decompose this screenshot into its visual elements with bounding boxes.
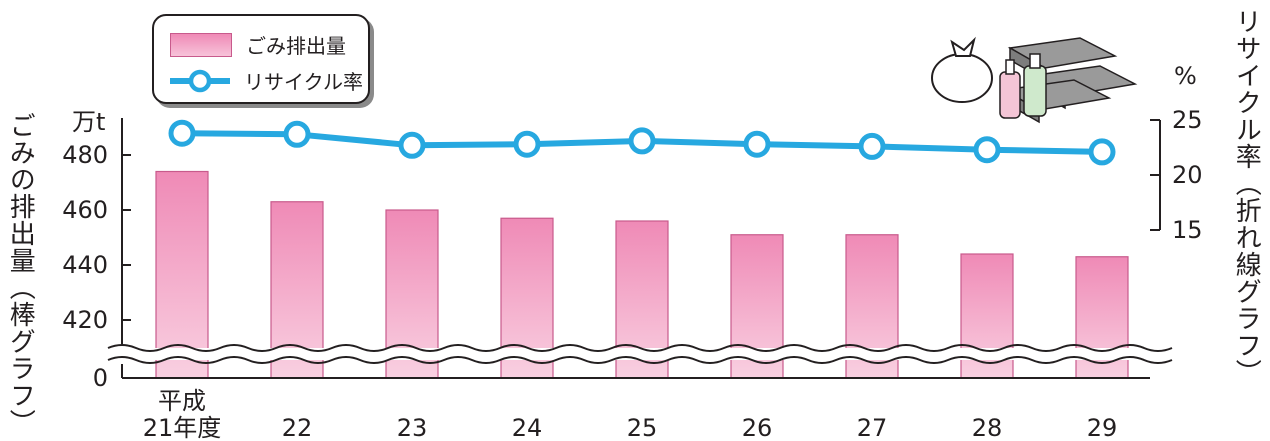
line-point xyxy=(743,130,771,158)
x-tick-label: 平成 xyxy=(158,387,206,415)
x-tick-label: 24 xyxy=(512,414,543,441)
bag-knot xyxy=(950,36,976,57)
left-tick-label: 420 xyxy=(62,306,108,334)
left-tick-label: 440 xyxy=(62,251,108,279)
break-line-bottom xyxy=(107,356,1173,364)
legend: ごみ排出量 リサイクル率 xyxy=(152,14,370,104)
right-axis-label: リサイクル率（折れ線グラフ） xyxy=(1231,8,1262,386)
line-point xyxy=(513,130,541,158)
legend-item-bars: ごみ排出量 xyxy=(170,30,346,59)
axis-break xyxy=(107,344,1173,364)
legend-label-bar: ごみ排出量 xyxy=(246,34,346,58)
legend-item-line: リサイクル率 xyxy=(170,66,363,95)
right-tick-label: 15 xyxy=(1172,216,1203,244)
bottle-green xyxy=(1023,65,1047,117)
recyclable-trash-icon xyxy=(931,36,1138,124)
right-tick-label: 25 xyxy=(1172,106,1203,134)
legend-swatch-line xyxy=(170,69,230,92)
left-axis-label: ごみの排出量（棒グラフ） xyxy=(5,112,36,436)
left-tick-label: 480 xyxy=(62,141,108,169)
break-line-top xyxy=(107,344,1173,352)
line-point xyxy=(858,132,886,160)
line-point xyxy=(168,119,196,147)
legend-swatch-bar xyxy=(170,32,232,57)
bottle-neck xyxy=(1005,59,1015,75)
illustration-group xyxy=(931,36,1138,124)
left-axis-unit: 万t xyxy=(72,108,105,136)
x-tick-label: 21年度 xyxy=(143,414,222,441)
line-series xyxy=(168,119,1116,166)
right-axis-unit: % xyxy=(1174,62,1197,90)
garbage-bag xyxy=(931,53,993,103)
line-point xyxy=(283,120,311,148)
left-tick-label: 460 xyxy=(62,196,108,224)
bar xyxy=(155,170,209,379)
line-point xyxy=(973,136,1001,164)
bottle-pink xyxy=(999,71,1021,119)
line-point xyxy=(398,131,426,159)
x-tick-label: 28 xyxy=(972,414,1003,441)
right-tick-label: 20 xyxy=(1172,161,1203,189)
bottle-neck xyxy=(1029,53,1041,69)
x-tick-label: 29 xyxy=(1087,414,1118,441)
x-tick-label: 26 xyxy=(742,414,773,441)
x-tick-label: 27 xyxy=(857,414,888,441)
axes xyxy=(121,118,1161,379)
x-tick-label: 23 xyxy=(397,414,428,441)
x-tick-label: 22 xyxy=(282,414,313,441)
x-tick-label: 25 xyxy=(627,414,658,441)
line-point xyxy=(628,127,656,155)
line-point xyxy=(1088,138,1116,166)
left-tick-label: 0 xyxy=(93,364,108,392)
legend-label-line: リサイクル率 xyxy=(244,70,363,94)
